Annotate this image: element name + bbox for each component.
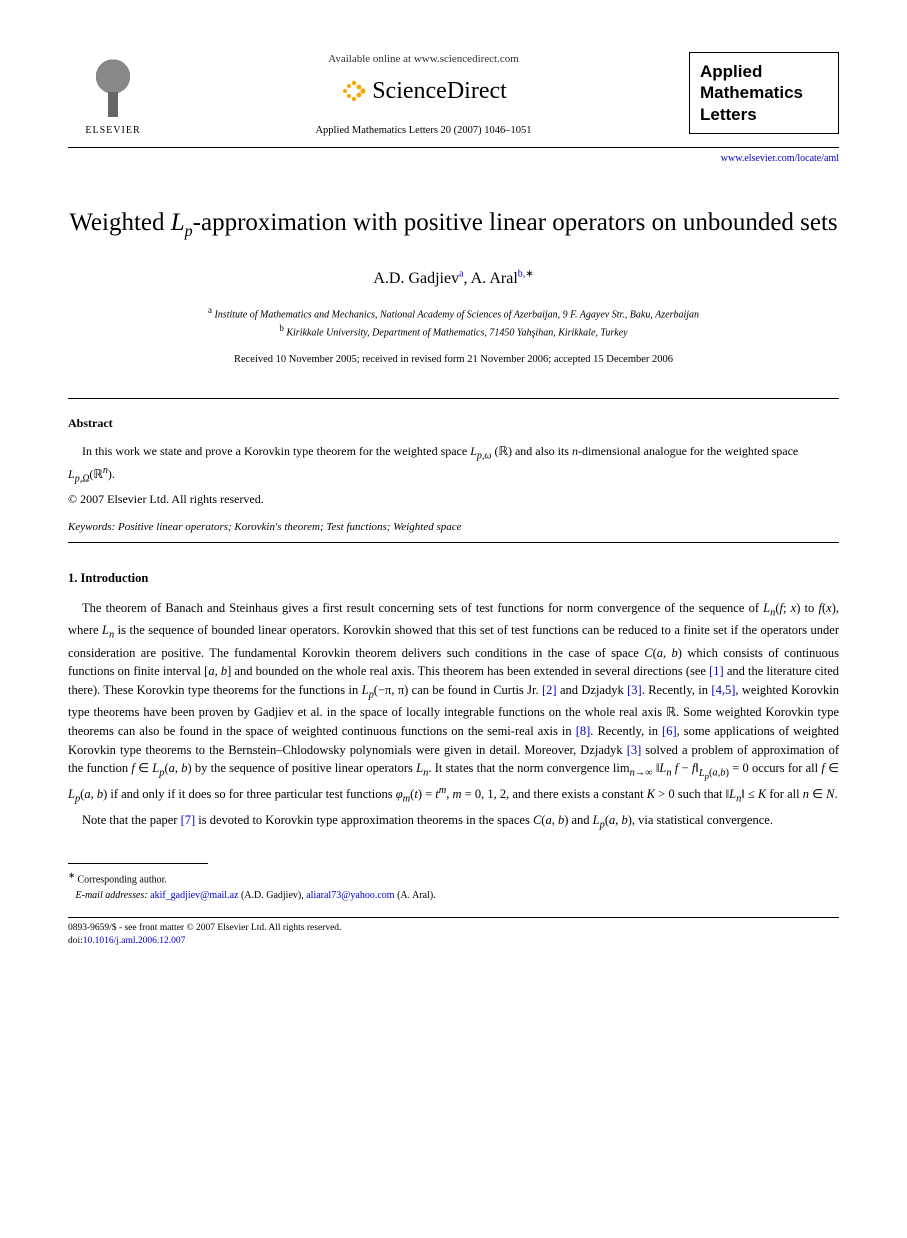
affiliations: a Institute of Mathematics and Mechanics… xyxy=(68,304,839,341)
sd-burst-icon xyxy=(340,78,366,104)
email-line: E-mail addresses: akif_gadjiev@mail.az (… xyxy=(68,888,839,903)
journal-title-box: Applied Mathematics Letters xyxy=(689,52,839,134)
jbox-line2: Mathematics xyxy=(700,82,828,103)
corresponding-note: ∗ Corresponding author. xyxy=(68,870,839,887)
rule-bottom xyxy=(68,542,839,543)
abstract-block: Abstract In this work we state and prove… xyxy=(68,415,839,509)
cite-7[interactable]: [7] xyxy=(181,813,196,827)
cite-3[interactable]: [3] xyxy=(627,683,642,697)
intro-para-2: Note that the paper [7] is devoted to Ko… xyxy=(68,811,839,833)
email-2[interactable]: aliaral73@yahoo.com xyxy=(306,890,394,901)
elsevier-tree-icon xyxy=(78,52,148,122)
header-row: ELSEVIER Available online at www.science… xyxy=(68,52,839,148)
article-dates: Received 10 November 2005; received in r… xyxy=(68,352,839,367)
title-pre: Weighted xyxy=(69,209,170,236)
email-label: E-mail addresses: xyxy=(76,890,148,901)
email-1[interactable]: akif_gadjiev@mail.az xyxy=(150,890,238,901)
footnote-block: ∗ Corresponding author. E-mail addresses… xyxy=(68,870,839,902)
author-1-mark[interactable]: a xyxy=(459,268,463,279)
cite-4-5[interactable]: [4,5] xyxy=(711,683,735,697)
email-2-who: (A. Aral). xyxy=(395,890,436,901)
publisher-logo-block: ELSEVIER xyxy=(68,52,158,139)
rule-top xyxy=(68,398,839,399)
abstract-copyright: © 2007 Elsevier Ltd. All rights reserved… xyxy=(68,491,839,508)
affil-a: Institute of Mathematics and Mechanics, … xyxy=(214,309,699,320)
cite-3b[interactable]: [3] xyxy=(627,743,642,757)
corr-text: Corresponding author. xyxy=(77,875,166,886)
doi-line: doi:10.1016/j.aml.2006.12.007 xyxy=(68,935,839,948)
bottom-block: 0893-9659/$ - see front matter © 2007 El… xyxy=(68,917,839,949)
title-sub-p: p xyxy=(185,223,193,240)
locate-link[interactable]: www.elsevier.com/locate/aml xyxy=(68,152,839,167)
jbox-line3: Letters xyxy=(700,104,828,125)
doi-label: doi: xyxy=(68,936,83,946)
title-post: -approximation with positive linear oper… xyxy=(193,209,838,236)
sciencedirect-block: Available online at www.sciencedirect.co… xyxy=(158,52,689,138)
abstract-heading: Abstract xyxy=(68,415,839,432)
footnote-separator xyxy=(68,863,208,864)
corresponding-star[interactable]: ∗ xyxy=(525,268,533,279)
sciencedirect-logo: ScienceDirect xyxy=(158,74,689,109)
section-1-heading: 1. Introduction xyxy=(68,569,839,587)
keywords-label: Keywords: xyxy=(68,521,115,533)
cite-2[interactable]: [2] xyxy=(542,683,557,697)
journal-box-wrap: Applied Mathematics Letters xyxy=(689,52,839,134)
cite-8[interactable]: [8] xyxy=(576,724,591,738)
cite-1[interactable]: [1] xyxy=(709,664,724,678)
author-2: A. Aral xyxy=(471,270,518,287)
author-1: A.D. Gadjiev xyxy=(373,270,459,287)
email-1-who: (A.D. Gadjiev), xyxy=(238,890,306,901)
affil-b: Kirikkale University, Department of Math… xyxy=(286,327,627,338)
abstract-body: In this work we state and prove a Korovk… xyxy=(68,442,839,487)
authors-line: A.D. Gadjieva, A. Aralb,∗ xyxy=(68,267,839,290)
sd-logo-text: ScienceDirect xyxy=(372,74,507,109)
doi-link[interactable]: 10.1016/j.aml.2006.12.007 xyxy=(83,936,186,946)
issn-line: 0893-9659/$ - see front matter © 2007 El… xyxy=(68,922,839,935)
intro-para-1: The theorem of Banach and Steinhaus give… xyxy=(68,599,839,807)
available-online-text: Available online at www.sciencedirect.co… xyxy=(158,52,689,68)
keywords-text: Positive linear operators; Korovkin's th… xyxy=(115,521,461,533)
keywords-line: Keywords: Positive linear operators; Kor… xyxy=(68,520,839,536)
publisher-name: ELSEVIER xyxy=(85,124,140,139)
journal-reference: Applied Mathematics Letters 20 (2007) 10… xyxy=(158,123,689,138)
cite-6[interactable]: [6] xyxy=(662,724,677,738)
article-title: Weighted Lp-approximation with positive … xyxy=(68,206,839,243)
title-math-L: L xyxy=(171,209,185,236)
jbox-line1: Applied xyxy=(700,61,828,82)
